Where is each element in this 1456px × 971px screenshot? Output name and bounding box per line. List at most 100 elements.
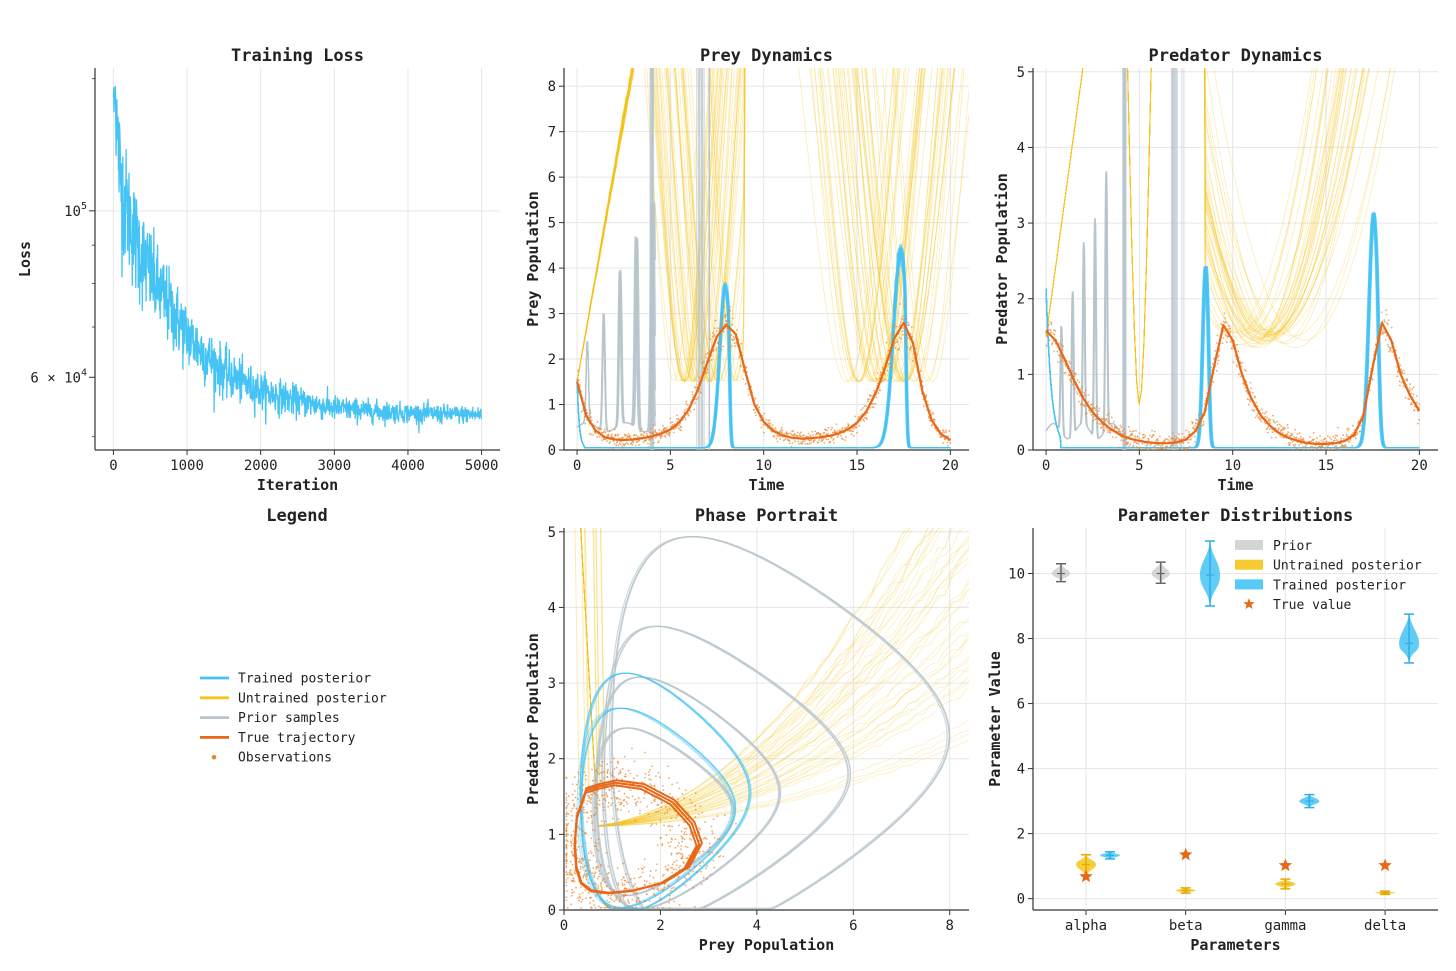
observation-point [609, 906, 612, 909]
observation-point [680, 426, 683, 429]
observation-point [643, 858, 646, 861]
observation-point [879, 374, 882, 376]
observation-point [845, 436, 848, 439]
observation-point [608, 901, 611, 904]
observation-point [699, 862, 702, 864]
legend-label: Prior [1273, 539, 1312, 554]
observation-point [1054, 329, 1057, 332]
observation-point [1346, 427, 1349, 430]
x-tick-label: 20 [1411, 458, 1428, 474]
observation-point [615, 444, 618, 447]
observation-point [590, 852, 593, 855]
observation-point [591, 820, 594, 823]
observation-point [570, 894, 573, 897]
observation-point [699, 864, 701, 867]
observation-point [595, 845, 598, 848]
x-tick-label: 8 [945, 918, 953, 934]
observation-point [627, 797, 630, 799]
observation-point [647, 442, 649, 445]
observation-point [622, 894, 625, 897]
untrained-sample-line [1045, 68, 1329, 405]
observation-point [604, 820, 606, 823]
observation-point [1083, 405, 1086, 408]
observation-point [571, 850, 573, 853]
observation-point [1154, 449, 1156, 450]
observation-point [584, 889, 587, 892]
observation-point [1125, 442, 1128, 445]
prior-sample-line [1045, 175, 1129, 440]
untrained-sample-line [1045, 68, 1379, 405]
observation-point [1151, 429, 1153, 432]
untrained-sample-line [1045, 68, 1329, 405]
observation-point [901, 330, 904, 333]
observation-point [701, 362, 704, 365]
observation-point [636, 440, 639, 443]
untrained-sample-line [576, 68, 941, 383]
observation-point [684, 845, 687, 848]
observation-point [596, 436, 599, 439]
observation-point [600, 820, 603, 823]
observation-point [571, 842, 573, 845]
observation-point [803, 440, 806, 443]
observation-point [785, 431, 788, 434]
untrained-sample-line [576, 68, 956, 383]
y-tick-label: 6 [1017, 697, 1025, 713]
observation-point [625, 434, 627, 436]
observation-point [648, 774, 650, 776]
observation-point [634, 883, 636, 885]
observation-point [667, 777, 670, 779]
untrained-sample-line [580, 528, 941, 827]
observation-point [654, 430, 656, 433]
observation-point [1313, 438, 1315, 441]
prey-samples [576, 68, 969, 450]
observation-point [639, 430, 642, 433]
observation-point [1107, 431, 1109, 434]
observation-point [656, 888, 658, 891]
observation-point [581, 830, 584, 833]
observation-point [1259, 418, 1262, 421]
observation-point [1050, 331, 1052, 334]
observation-point [1387, 345, 1390, 348]
observation-point [623, 906, 626, 909]
observation-point [1146, 443, 1149, 446]
observation-point [1227, 335, 1230, 338]
observation-point [598, 763, 601, 766]
legend-swatch [1235, 559, 1263, 570]
untrained-sample-line [1045, 68, 1345, 405]
phase-samples [565, 528, 969, 910]
observation-point [1262, 412, 1264, 414]
untrained-sample-line [580, 528, 969, 827]
x-tick-label: 2 [656, 918, 664, 934]
observation-point [664, 436, 667, 439]
observation-point [623, 879, 626, 882]
observation-point [722, 345, 724, 348]
observation-point [863, 405, 866, 407]
observation-point [804, 443, 807, 445]
phase-xlabel: Prey Population [699, 936, 834, 954]
untrained-sample-line [580, 528, 969, 827]
observation-point [707, 851, 710, 854]
observation-point [595, 770, 598, 773]
observation-point [565, 792, 568, 795]
observation-point [831, 431, 834, 434]
observation-point [604, 904, 607, 907]
observation-point [788, 440, 791, 442]
untrained-sample-line [1045, 68, 1345, 405]
observation-point [650, 825, 652, 827]
observation-point [597, 771, 599, 774]
observation-point [650, 801, 653, 804]
observation-point [670, 852, 673, 855]
observation-point [631, 747, 633, 750]
observation-point [627, 900, 630, 903]
observation-point [1128, 445, 1131, 447]
observation-point [571, 819, 573, 822]
observation-point [687, 414, 690, 417]
observation-point [1279, 435, 1282, 437]
observation-point [1408, 387, 1411, 390]
observation-point [619, 798, 622, 801]
observation-point [667, 884, 669, 887]
prior-sample-line [603, 625, 852, 910]
observation-point [668, 825, 671, 827]
observation-point [593, 845, 596, 848]
